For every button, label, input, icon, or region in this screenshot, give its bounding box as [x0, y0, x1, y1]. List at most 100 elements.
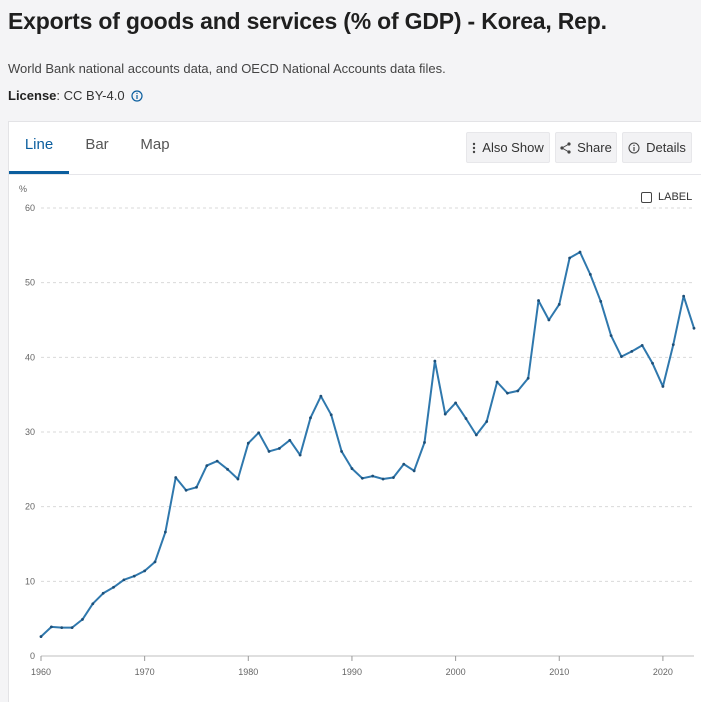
label-checkbox[interactable] [641, 191, 652, 203]
data-point [329, 413, 333, 417]
more-vertical-icon [473, 142, 476, 153]
data-point [267, 450, 271, 453]
x-tick-label: 1970 [135, 667, 155, 677]
page-title: Exports of goods and services (% of GDP)… [8, 8, 607, 34]
data-point [537, 299, 540, 302]
label-toggle[interactable]: LABEL [641, 191, 692, 203]
data-point [49, 625, 53, 629]
details-button[interactable]: Details [622, 132, 692, 163]
data-point [402, 462, 406, 466]
data-point [588, 273, 592, 276]
data-point [495, 380, 499, 384]
data-point [39, 635, 43, 638]
x-tick-label: 1990 [342, 667, 362, 677]
source-note: World Bank national accounts data, and O… [8, 61, 446, 76]
data-point [371, 474, 375, 478]
data-point [557, 302, 561, 306]
x-tick-label: 2010 [549, 667, 569, 677]
data-point [60, 626, 64, 630]
data-point [609, 334, 613, 338]
data-point [277, 447, 281, 450]
data-point [474, 433, 478, 437]
info-icon[interactable] [130, 89, 143, 102]
data-point [392, 476, 395, 479]
data-point [246, 441, 250, 445]
data-point [174, 476, 178, 479]
x-tick-label: 2020 [653, 667, 673, 677]
label-toggle-text: LABEL [658, 191, 693, 203]
share-button[interactable]: Share [555, 132, 617, 163]
y-tick-label: 30 [25, 427, 35, 437]
data-point [682, 294, 686, 298]
data-point [506, 391, 509, 395]
data-point [163, 530, 167, 534]
line-chart: 0 10 20 30 40 50 60% 1960 1970 1980 1990 2000 2010 20… [19, 184, 696, 677]
data-point [412, 469, 416, 473]
data-point [226, 467, 229, 471]
data-point [464, 417, 468, 420]
y-tick-label: 60 [25, 203, 35, 213]
license-row: License : CC BY-4.0 [8, 88, 143, 103]
data-point [288, 438, 292, 442]
tab-map[interactable]: Map [140, 136, 170, 153]
data-point [630, 349, 634, 353]
y-tick-label: 0 [30, 651, 35, 661]
y-tick-label: 40 [25, 352, 35, 362]
y-tick-label: 10 [25, 576, 35, 586]
chart-tabs: Line Bar Map Also Show Share Details [9, 122, 701, 175]
x-tick-label: 2000 [446, 667, 466, 677]
data-point [350, 467, 354, 470]
data-point [195, 485, 198, 489]
x-tick-label: 1980 [238, 667, 258, 677]
data-point [236, 477, 240, 481]
data-point [640, 343, 644, 347]
data-point [153, 560, 157, 564]
y-tick-label: 50 [25, 278, 35, 288]
data-point [340, 450, 343, 453]
data-point [360, 476, 364, 480]
tab-bar[interactable]: Bar [85, 136, 109, 153]
y-axis-label: % [19, 184, 27, 194]
data-point [381, 477, 385, 481]
info-icon [628, 141, 640, 154]
series-line [40, 251, 695, 638]
data-point [319, 394, 323, 398]
also-show-label: Also Show [482, 140, 544, 155]
tab-line[interactable]: Line [9, 122, 69, 174]
data-point [205, 464, 209, 467]
data-point [112, 585, 115, 589]
data-point [143, 569, 147, 573]
x-tick-label: 1960 [31, 667, 51, 677]
data-point [70, 626, 74, 630]
data-point [661, 385, 665, 388]
data-point [132, 574, 136, 578]
data-point [433, 359, 437, 363]
data-point [184, 488, 188, 492]
details-label: Details [646, 140, 686, 155]
data-point [454, 401, 458, 405]
data-point [122, 578, 126, 582]
y-tick-label: 20 [25, 502, 35, 512]
data-point [578, 250, 582, 254]
data-point [599, 299, 603, 303]
data-point [568, 256, 572, 260]
data-point [309, 416, 312, 420]
data-point [423, 441, 426, 444]
data-point [620, 355, 623, 358]
license-label: License [8, 88, 57, 103]
data-point [516, 389, 520, 393]
share-label: Share [577, 140, 612, 155]
data-point [692, 326, 696, 330]
data-point [257, 431, 261, 435]
data-point [215, 459, 219, 463]
data-point [81, 618, 84, 621]
data-point [526, 376, 530, 380]
data-point [547, 318, 551, 322]
license-value[interactable]: : CC BY-4.0 [56, 88, 125, 103]
data-point [485, 420, 489, 423]
also-show-button[interactable]: Also Show [466, 132, 550, 163]
data-point [101, 591, 105, 595]
data-point [443, 412, 447, 416]
chart-card: Line Bar Map Also Show Share Details LAB [8, 121, 701, 702]
data-point [298, 453, 302, 457]
